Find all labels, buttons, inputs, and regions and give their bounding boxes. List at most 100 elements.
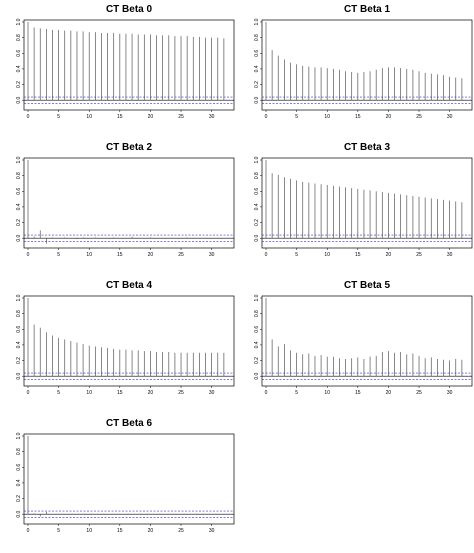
x-tick-label: 25 [416, 114, 422, 120]
acf-panel-5: CT Beta 5 0 5 10 15 20 25 30 0.0 0.2 0.4 0.6 0.8 1.0 [254, 280, 473, 396]
x-tick-label: 10 [324, 114, 330, 120]
x-tick-label: 20 [386, 252, 392, 258]
x-tick-label: 10 [86, 528, 92, 534]
y-tick-label: 0.2 [16, 357, 22, 364]
y-tick-label: 0.0 [16, 372, 22, 379]
x-tick-label: 0 [265, 114, 268, 120]
y-tick-label: 0.2 [254, 81, 260, 88]
x-tick-label: 25 [178, 252, 184, 258]
y-tick-label: 0.2 [16, 81, 22, 88]
y-tick-label: 0.0 [16, 96, 22, 103]
y-tick-label: 1.0 [16, 156, 22, 163]
x-tick-label: 15 [117, 114, 123, 120]
y-tick-label: 0.0 [16, 510, 22, 517]
y-tick-label: 0.4 [16, 203, 22, 210]
y-tick-label: 0.4 [254, 341, 260, 348]
acf-panel-0: CT Beta 0 0 5 10 15 20 25 30 0.0 0.2 0.4 0.6 0.8 1.0 [16, 4, 235, 120]
x-tick-label: 5 [295, 252, 298, 258]
acf-panel-6: CT Beta 6 0 5 10 15 20 25 30 0.0 0.2 0.4 0.6 0.8 1.0 [16, 418, 235, 534]
x-tick-label: 30 [209, 528, 215, 534]
x-tick-label: 20 [148, 114, 154, 120]
acf-panel-2: CT Beta 2 0 5 10 15 20 25 30 0.0 0.2 0.4 0.6 0.8 1.0 [16, 142, 235, 258]
x-tick-label: 20 [386, 114, 392, 120]
y-tick-label: 0.0 [254, 96, 260, 103]
plot-frame [23, 19, 235, 111]
x-tick-label: 15 [117, 390, 123, 396]
x-tick-label: 30 [447, 252, 453, 258]
plot-frame [23, 433, 235, 525]
x-tick-label: 20 [148, 252, 154, 258]
y-tick-label: 0.4 [16, 341, 22, 348]
y-tick-label: 1.0 [16, 432, 22, 439]
panel-title: CT Beta 6 [106, 418, 153, 429]
y-tick-label: 0.6 [16, 326, 22, 333]
y-tick-label: 1.0 [16, 18, 22, 25]
y-tick-label: 0.8 [16, 34, 22, 41]
panel-title: CT Beta 1 [344, 4, 391, 15]
y-tick-label: 0.8 [16, 172, 22, 179]
x-tick-label: 20 [386, 390, 392, 396]
acf-panel-4: CT Beta 4 0 5 10 15 20 25 30 0.0 0.2 0.4 0.6 0.8 1.0 [16, 280, 235, 396]
x-tick-label: 15 [117, 252, 123, 258]
x-tick-label: 10 [86, 114, 92, 120]
y-tick-label: 0.8 [16, 448, 22, 455]
x-tick-label: 15 [355, 252, 361, 258]
y-tick-label: 0.6 [254, 50, 260, 57]
y-tick-label: 0.0 [254, 372, 260, 379]
x-tick-label: 10 [324, 390, 330, 396]
plot-frame [261, 295, 473, 387]
panel-title: CT Beta 2 [106, 142, 153, 153]
y-tick-label: 0.8 [254, 34, 260, 41]
y-tick-label: 0.8 [254, 310, 260, 317]
y-tick-label: 0.2 [16, 219, 22, 226]
plot-frame [261, 19, 473, 111]
x-tick-label: 5 [57, 390, 60, 396]
panel-title: CT Beta 4 [106, 280, 153, 291]
y-tick-label: 0.8 [254, 172, 260, 179]
x-tick-label: 30 [209, 114, 215, 120]
y-tick-label: 0.8 [16, 310, 22, 317]
x-tick-label: 5 [295, 114, 298, 120]
y-tick-label: 0.6 [16, 50, 22, 57]
y-tick-label: 0.4 [16, 479, 22, 486]
acf-panel-3: CT Beta 3 0 5 10 15 20 25 30 0.0 0.2 0.4 0.6 0.8 1.0 [254, 142, 473, 258]
x-tick-label: 0 [265, 252, 268, 258]
x-tick-label: 15 [117, 528, 123, 534]
y-tick-label: 0.4 [254, 65, 260, 72]
y-tick-label: 1.0 [254, 156, 260, 163]
x-tick-label: 5 [295, 390, 298, 396]
panel-title: CT Beta 0 [106, 4, 153, 15]
plot-frame [23, 295, 235, 387]
x-tick-label: 25 [178, 114, 184, 120]
plot-frame [261, 157, 473, 249]
y-tick-label: 0.2 [254, 219, 260, 226]
x-tick-label: 25 [416, 252, 422, 258]
x-tick-label: 25 [178, 390, 184, 396]
x-tick-label: 10 [324, 252, 330, 258]
x-tick-label: 0 [27, 528, 30, 534]
x-tick-label: 0 [27, 390, 30, 396]
y-tick-label: 0.2 [254, 357, 260, 364]
x-tick-label: 10 [86, 252, 92, 258]
x-tick-label: 20 [148, 528, 154, 534]
y-tick-label: 0.0 [16, 234, 22, 241]
y-tick-label: 0.4 [16, 65, 22, 72]
x-tick-label: 20 [148, 390, 154, 396]
y-tick-label: 0.6 [254, 326, 260, 333]
x-tick-label: 5 [57, 252, 60, 258]
x-tick-label: 30 [447, 114, 453, 120]
y-tick-label: 1.0 [254, 18, 260, 25]
x-tick-label: 30 [447, 390, 453, 396]
x-tick-label: 0 [265, 390, 268, 396]
x-tick-label: 15 [355, 114, 361, 120]
y-tick-label: 0.6 [254, 188, 260, 195]
y-tick-label: 1.0 [16, 294, 22, 301]
plot-frame [23, 157, 235, 249]
panel-title: CT Beta 5 [344, 280, 391, 291]
x-tick-label: 30 [209, 252, 215, 258]
y-tick-label: 0.6 [16, 188, 22, 195]
x-tick-label: 5 [57, 528, 60, 534]
x-tick-label: 0 [27, 252, 30, 258]
x-tick-label: 25 [178, 528, 184, 534]
